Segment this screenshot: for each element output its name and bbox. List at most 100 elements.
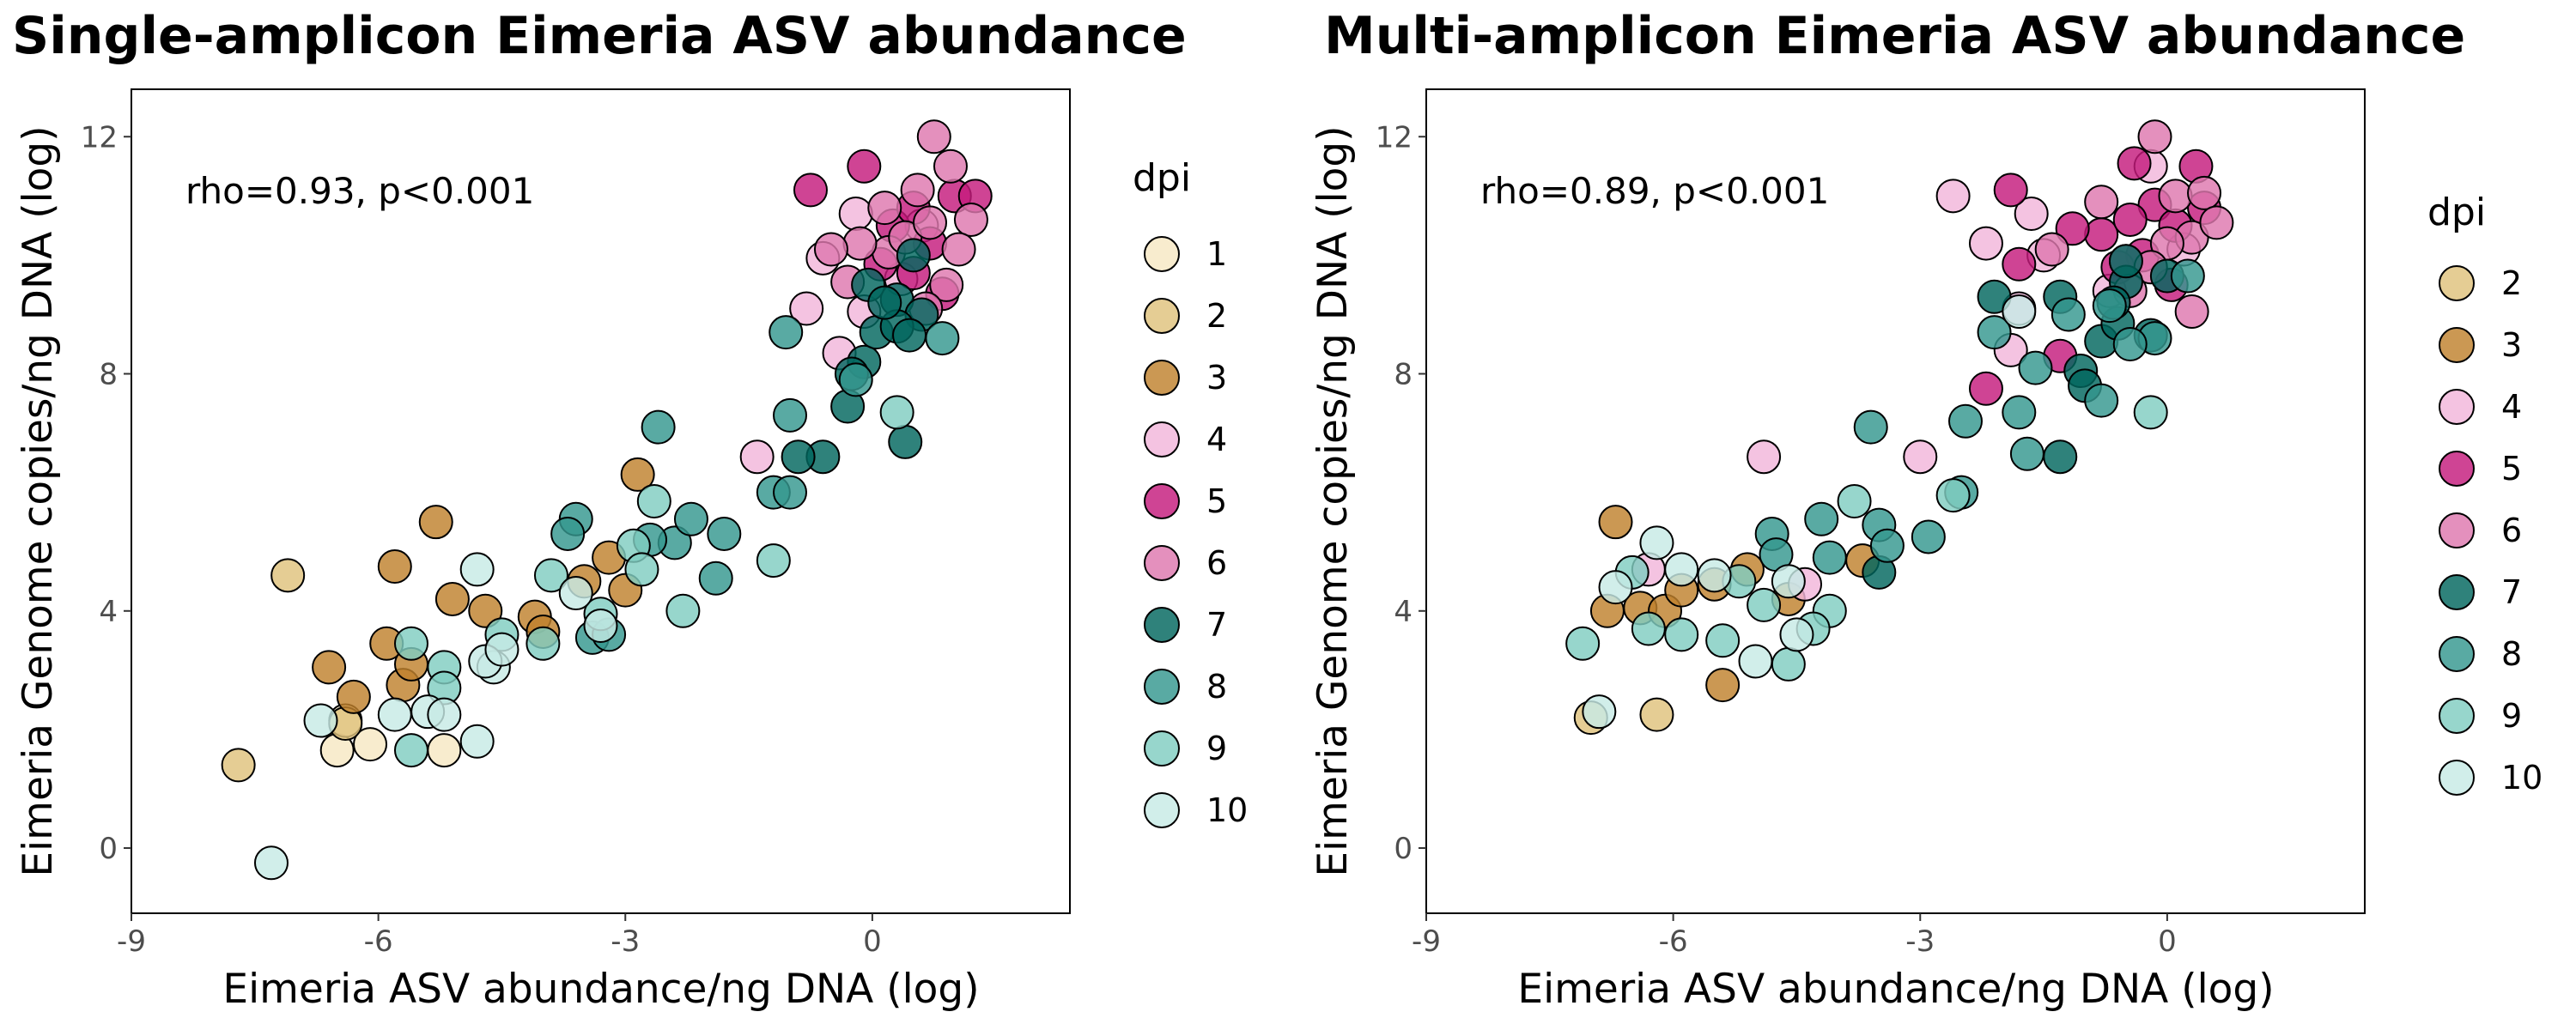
y-tick-label: 8 (1394, 358, 1413, 392)
x-tick-label: -6 (1659, 924, 1688, 959)
scatter-point-dpi-10 (459, 724, 495, 759)
scatter-point-dpi-6 (913, 205, 948, 240)
x-axis: -9 -6 -3 0 (1412, 913, 2177, 959)
scatter-point-dpi-8 (550, 516, 586, 551)
scatter-point-dpi-9 (1565, 626, 1601, 661)
scatter-point-dpi-8 (2002, 395, 2037, 430)
scatter-points (1565, 119, 2234, 736)
scatter-point-dpi-9 (393, 626, 428, 661)
scatter-point-dpi-8 (838, 362, 873, 397)
scatter-point-dpi-3 (1705, 668, 1741, 703)
scatter-point-dpi-3 (418, 505, 453, 540)
scatter-point-dpi-2 (221, 748, 256, 783)
x-axis-title: Eimeria ASV abundance/ng DNA (log) (222, 966, 979, 1013)
scatter-point-dpi-8 (1812, 540, 1847, 575)
y-axis: 0 4 8 12 (81, 120, 131, 866)
scatter-point-dpi-7 (2108, 244, 2143, 279)
scatter-point-dpi-5 (2055, 211, 2090, 246)
scatter-point-dpi-10 (1598, 570, 1633, 605)
scatter-point-dpi-7 (2043, 439, 2078, 475)
legend-swatch-dpi-9 (1144, 730, 1180, 766)
scatter-point-dpi-8 (673, 501, 708, 536)
legend-label: 1 (1206, 235, 1227, 273)
legend-swatch-dpi-8 (1144, 669, 1180, 705)
legend-title: dpi (1133, 156, 1191, 200)
scatter-point-dpi-3 (312, 650, 347, 685)
scatter-point-dpi-10 (1664, 552, 1699, 587)
scatter-point-dpi-5 (2002, 246, 2037, 282)
scatter-point-dpi-4 (789, 291, 824, 326)
scatter-point-dpi-6 (2137, 119, 2172, 154)
scatter-point-dpi-8 (2009, 436, 2044, 471)
legend-label: 5 (1206, 482, 1227, 520)
scatter-point-dpi-4 (1903, 439, 1938, 475)
scatter-point-dpi-8 (641, 409, 676, 445)
scatter-point-dpi-10 (253, 845, 289, 881)
x-tick-label: 0 (2158, 924, 2177, 959)
scatter-point-dpi-9 (2133, 395, 2168, 430)
legend: dpi 1 2 3 4 5 6 7 8 9 10 (1133, 156, 1248, 829)
scatter-point-dpi-10 (583, 609, 618, 644)
scatter-points (221, 119, 993, 881)
legend-label: 9 (2501, 697, 2522, 735)
scatter-point-dpi-8 (707, 516, 742, 551)
x-axis: -9 -6 -3 0 (117, 913, 882, 959)
scatter-point-dpi-1 (353, 727, 388, 762)
scatter-point-dpi-10 (1779, 617, 1814, 652)
legend-label: 2 (2501, 264, 2522, 302)
legend-swatch-dpi-2 (2439, 265, 2475, 301)
scatter-point-dpi-7 (781, 439, 816, 475)
panel-single-amplicon: Single-amplicon Eimeria ASV abundance 0 4… (12, 6, 1248, 1013)
legend-label: 3 (1206, 359, 1227, 397)
scatter-point-dpi-4 (1747, 439, 1782, 475)
scatter-point-dpi-8 (2170, 258, 2205, 294)
scatter-point-dpi-9 (636, 484, 671, 518)
scatter-point-dpi-8 (1977, 315, 2012, 350)
legend-swatch-dpi-5 (1144, 483, 1180, 519)
legend-swatch-dpi-6 (2439, 512, 2475, 548)
scatter-point-dpi-9 (1631, 611, 1666, 646)
scatter-point-dpi-8 (773, 397, 808, 433)
scatter-point-dpi-10 (1738, 644, 1773, 679)
scatter-point-dpi-5 (1968, 371, 2003, 406)
scatter-point-dpi-8 (1853, 409, 1888, 445)
y-tick-label: 4 (1394, 595, 1413, 629)
scatter-point-dpi-9 (756, 543, 791, 579)
legend-swatch-dpi-2 (1144, 298, 1180, 334)
legend-label: 10 (2501, 759, 2543, 797)
scatter-point-dpi-8 (2050, 297, 2086, 332)
scatter-point-dpi-9 (1771, 646, 1806, 682)
scatter-point-dpi-10 (1639, 525, 1674, 560)
scatter-point-dpi-9 (879, 395, 914, 430)
y-tick-label: 12 (81, 120, 118, 154)
scatter-point-dpi-9 (1747, 587, 1782, 622)
x-tick-label: -3 (1905, 924, 1935, 959)
scatter-point-dpi-6 (2199, 205, 2234, 240)
legend-label: 9 (1206, 730, 1227, 767)
scatter-point-dpi-6 (929, 267, 964, 302)
legend-swatch-dpi-1 (1144, 236, 1180, 272)
scatter-point-dpi-8 (769, 315, 804, 350)
scatter-point-dpi-7 (867, 285, 902, 320)
legend-swatch-dpi-5 (2439, 451, 2475, 487)
x-axis-title: Eimeria ASV abundance/ng DNA (log) (1517, 966, 2274, 1013)
scatter-point-dpi-9 (1705, 623, 1741, 658)
legend-label: 8 (1206, 668, 1227, 706)
scatter-point-dpi-9 (1664, 617, 1699, 652)
scatter-point-dpi-4 (838, 197, 873, 232)
legend-swatch-dpi-7 (1144, 607, 1180, 643)
scatter-point-dpi-9 (624, 552, 659, 587)
legend-swatch-dpi-4 (1144, 421, 1180, 457)
scatter-point-dpi-9 (1935, 478, 1971, 513)
scatter-point-dpi-9 (526, 626, 561, 661)
y-tick-label: 0 (1394, 832, 1413, 866)
legend: dpi 2 3 4 5 6 7 8 9 10 (2427, 191, 2543, 797)
scatter-point-dpi-4 (1968, 226, 2003, 261)
scatter-point-dpi-5 (793, 173, 828, 208)
panel-multi-amplicon: Multi-amplicon Eimeria ASV abundance 0 4 8… (1309, 6, 2543, 1013)
scatter-point-dpi-10 (1697, 558, 1732, 593)
x-tick-label: -6 (364, 924, 393, 959)
scatter-point-dpi-8 (1869, 528, 1905, 563)
legend-label: 3 (2501, 326, 2522, 364)
